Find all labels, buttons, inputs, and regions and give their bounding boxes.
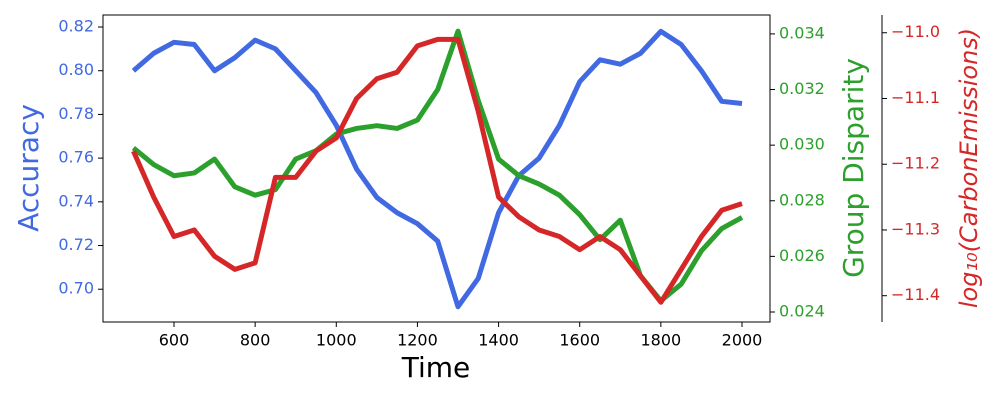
plot-frame xyxy=(102,14,771,323)
y-tick-label: −11.3 xyxy=(891,219,940,238)
y3-axis-label: log₁₀(CarbonEmissions) xyxy=(955,28,983,308)
y-tick-label: 0.70 xyxy=(58,279,94,298)
x-tick-label: 1200 xyxy=(397,331,438,350)
y-tick-label: 0.024 xyxy=(779,301,825,320)
series-line xyxy=(131,28,743,310)
x-tick-label: 1400 xyxy=(478,331,519,350)
x-tick-label: 1800 xyxy=(641,331,682,350)
y-tick-label: 0.74 xyxy=(58,191,94,210)
x-tick-label: 600 xyxy=(159,331,190,350)
y-axis-label: Accuracy xyxy=(12,104,45,232)
y-tick-label: 0.026 xyxy=(779,246,825,265)
y-tick-label: 0.76 xyxy=(58,148,94,167)
y-tick-label: −11.2 xyxy=(891,154,940,173)
x-tick-label: 2000 xyxy=(722,331,763,350)
y-tick-label: 0.72 xyxy=(58,235,94,254)
x-axis-label: Time xyxy=(401,351,471,384)
x-tick-label: 800 xyxy=(240,331,271,350)
y-tick-label: −11.4 xyxy=(891,285,940,304)
y-tick-label: 0.82 xyxy=(58,17,94,36)
y-tick-label: 0.034 xyxy=(779,23,825,42)
y-tick-label: 0.028 xyxy=(779,190,825,209)
y-tick-label: 0.80 xyxy=(58,60,94,79)
y-tick-label: 0.030 xyxy=(779,135,825,154)
y-tick-label: 0.78 xyxy=(58,104,94,123)
series-line xyxy=(131,36,743,305)
y-tick-label: −11.0 xyxy=(891,22,940,41)
y-tick-label: −11.1 xyxy=(891,88,940,107)
x-tick-label: 1600 xyxy=(559,331,600,350)
y2-axis-label: Group Disparity xyxy=(837,58,870,278)
x-tick-label: 1000 xyxy=(316,331,357,350)
y-tick-label: 0.032 xyxy=(779,79,825,98)
